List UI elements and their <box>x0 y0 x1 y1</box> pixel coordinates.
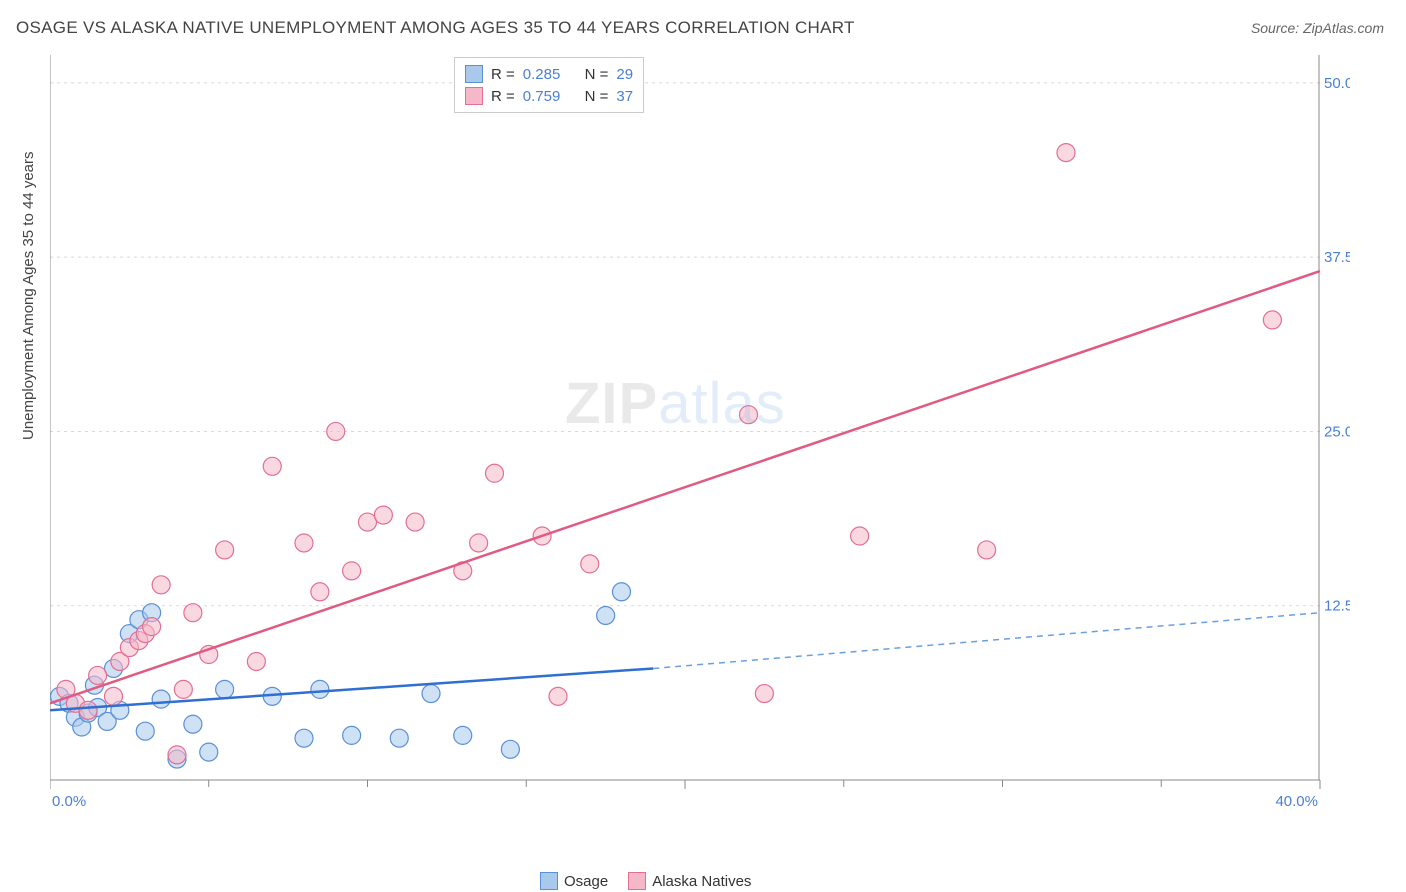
legend-item-osage: Osage <box>540 872 608 890</box>
swatch-osage <box>465 65 483 83</box>
swatch-osage-bottom <box>540 872 558 890</box>
legend-row-osage: R = 0.285 N = 29 <box>465 63 633 85</box>
chart-area: 12.5% 25.0% 37.5% 50.0% 0.0% 40.0% <box>50 55 1350 830</box>
r-label: R = <box>491 66 515 83</box>
r-value-osage: 0.285 <box>523 66 561 83</box>
swatch-alaska-bottom <box>628 872 646 890</box>
n-label: N = <box>585 88 609 105</box>
svg-text:50.0%: 50.0% <box>1324 75 1350 92</box>
n-label: N = <box>585 66 609 83</box>
r-label: R = <box>491 88 515 105</box>
swatch-alaska <box>465 87 483 105</box>
svg-text:37.5%: 37.5% <box>1324 249 1350 266</box>
source-attribution: Source: ZipAtlas.com <box>1251 20 1384 36</box>
svg-text:25.0%: 25.0% <box>1324 423 1350 440</box>
series-legend: Osage Alaska Natives <box>540 872 751 890</box>
legend-label-alaska: Alaska Natives <box>652 873 751 890</box>
svg-text:40.0%: 40.0% <box>1275 793 1318 810</box>
svg-text:12.5%: 12.5% <box>1324 598 1350 615</box>
legend-row-alaska: R = 0.759 N = 37 <box>465 85 633 107</box>
n-value-alaska: 37 <box>616 88 633 105</box>
n-value-osage: 29 <box>616 66 633 83</box>
chart-title: OSAGE VS ALASKA NATIVE UNEMPLOYMENT AMON… <box>16 18 855 38</box>
correlation-legend: R = 0.285 N = 29 R = 0.759 N = 37 <box>454 57 644 113</box>
svg-text:0.0%: 0.0% <box>52 793 86 810</box>
r-value-alaska: 0.759 <box>523 88 561 105</box>
scatter-plot-svg: 12.5% 25.0% 37.5% 50.0% 0.0% 40.0% <box>50 55 1350 830</box>
legend-item-alaska: Alaska Natives <box>628 872 751 890</box>
y-axis-label: Unemployment Among Ages 35 to 44 years <box>20 151 37 440</box>
legend-label-osage: Osage <box>564 873 608 890</box>
